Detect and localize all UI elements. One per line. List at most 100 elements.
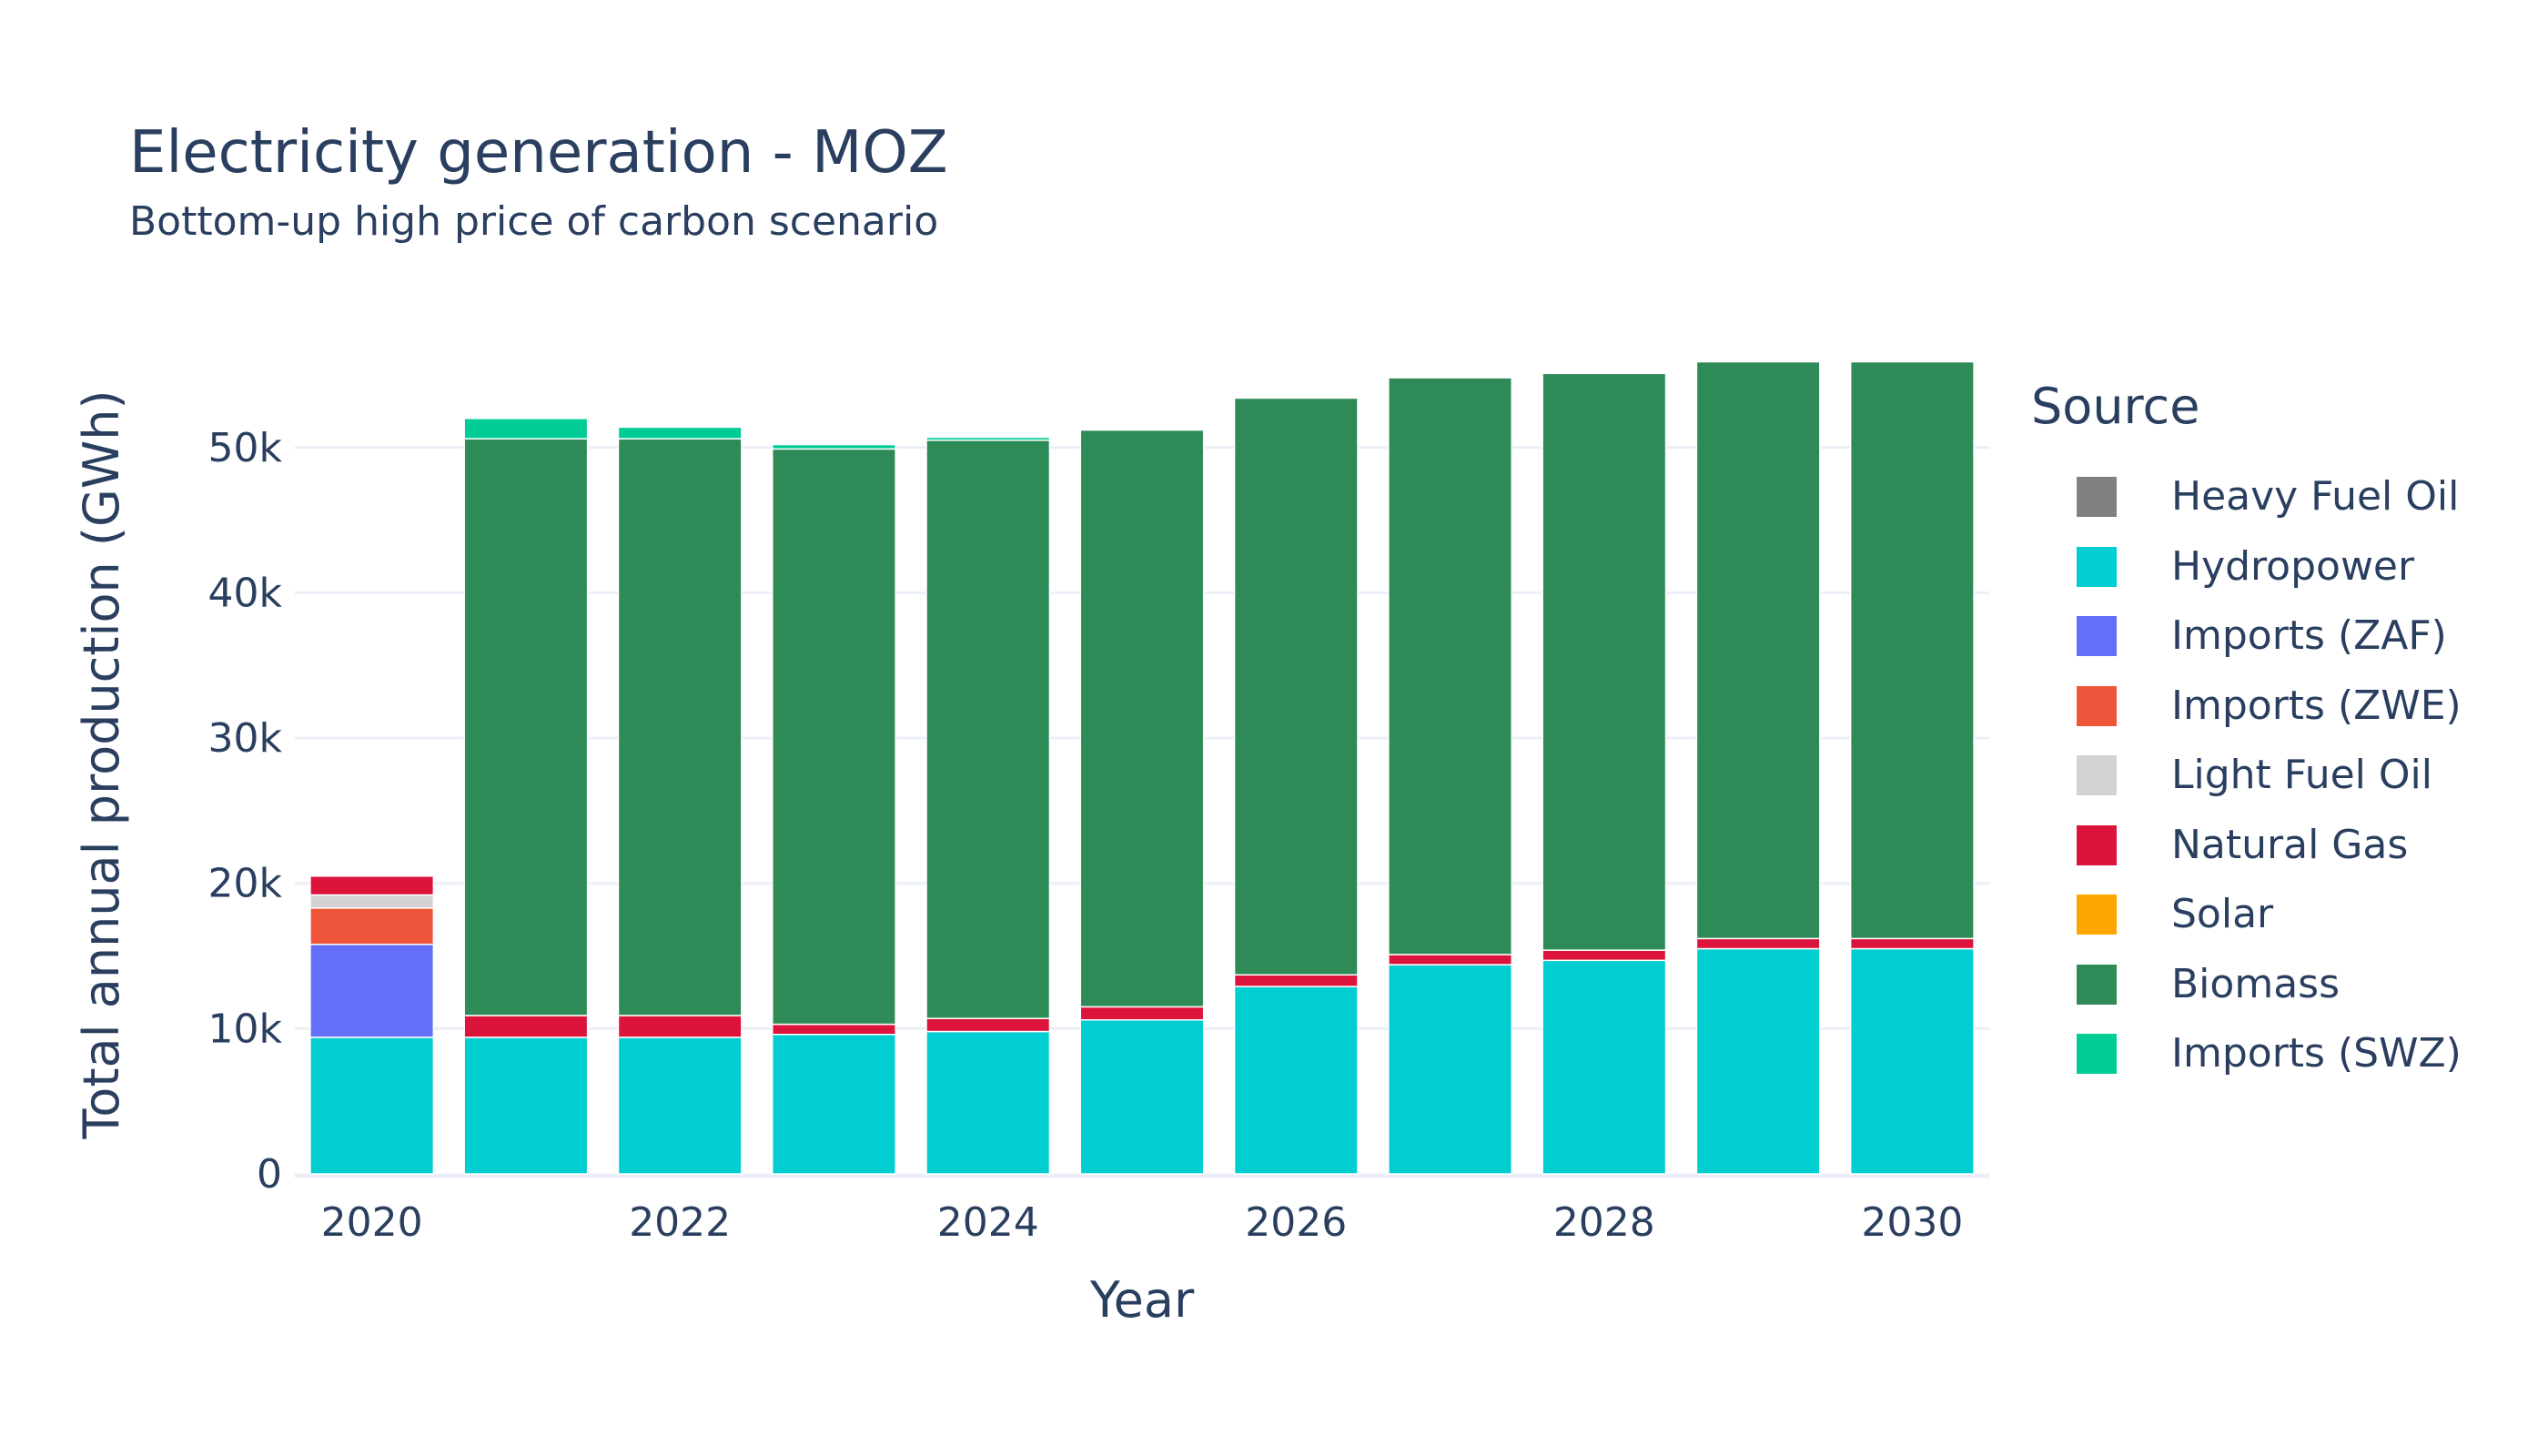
bar-stack-2023 (771, 443, 896, 1175)
legend-item-heavy-fuel-oil[interactable]: Heavy Fuel Oil (2031, 462, 2462, 532)
bar-natural-gas-2022[interactable] (617, 1015, 743, 1038)
y-axis-ticks: 0 10k 20k 30k 40k 50k (208, 425, 283, 1198)
bar-natural-gas-2023[interactable] (771, 1023, 896, 1036)
bar-hydropower-2026[interactable] (1233, 986, 1359, 1175)
bar-stack-2028 (1542, 372, 1667, 1175)
legend-swatch (2077, 964, 2117, 1005)
bar-natural-gas-2030[interactable] (1849, 937, 1975, 950)
legend-label: Imports (SWZ) (2171, 1030, 2462, 1077)
legend-title: Source (2031, 378, 2200, 435)
x-tick-label: 2022 (629, 1199, 731, 1246)
bar-stack-2025 (1079, 429, 1205, 1175)
bar-hydropower-2029[interactable] (1695, 947, 1821, 1175)
x-tick-label: 2030 (1861, 1199, 1963, 1246)
chart-subtitle: Bottom-up high price of carbon scenario (129, 198, 939, 245)
legend-label: Natural Gas (2171, 821, 2409, 868)
x-axis-ticks: 2020 2022 2024 2026 2028 2030 (321, 1199, 1964, 1246)
bar-light-fuel-oil-2020[interactable] (309, 894, 435, 909)
legend-item-light-fuel-oil[interactable]: Light Fuel Oil (2031, 741, 2462, 811)
bar-biomass-2027[interactable] (1388, 377, 1513, 956)
bar-stack-2024 (925, 436, 1051, 1175)
legend-item-biomass[interactable]: Biomass (2031, 950, 2462, 1020)
x-tick-label: 2024 (937, 1199, 1039, 1246)
legend-label: Imports (ZWE) (2171, 682, 2462, 729)
bar-natural-gas-2026[interactable] (1233, 974, 1359, 987)
bar-stack-2020 (309, 875, 435, 1175)
legend-label: Heavy Fuel Oil (2171, 473, 2460, 521)
bar-biomass-2023[interactable] (771, 448, 896, 1026)
legend-label: Imports (ZAF) (2171, 612, 2447, 660)
bar-imports-swz-2024[interactable] (925, 436, 1051, 441)
y-axis-title: Total annual production (GWh) (73, 389, 130, 1139)
legend-swatch (2077, 824, 2117, 865)
legend-swatch (2077, 895, 2117, 935)
bar-hydropower-2021[interactable] (463, 1036, 589, 1175)
x-axis-title: Year (1089, 1271, 1195, 1329)
bar-biomass-2024[interactable] (925, 440, 1051, 1019)
bar-stack-2022 (617, 426, 743, 1175)
bar-biomass-2026[interactable] (1233, 397, 1359, 976)
legend-label: Light Fuel Oil (2171, 752, 2432, 799)
legend-label: Hydropower (2171, 542, 2415, 590)
legend-item-hydropower[interactable]: Hydropower (2031, 532, 2462, 602)
legend-item-natural-gas[interactable]: Natural Gas (2031, 811, 2462, 881)
bar-natural-gas-2021[interactable] (463, 1015, 589, 1038)
x-tick-label: 2026 (1245, 1199, 1347, 1246)
legend-label: Biomass (2171, 960, 2341, 1007)
legend-swatch (2077, 546, 2117, 587)
bar-stack-2030 (1849, 360, 1975, 1175)
bar-stack-2029 (1695, 360, 1821, 1175)
bar-hydropower-2025[interactable] (1079, 1019, 1205, 1175)
legend: Source Heavy Fuel Oil Hydropower Imports (… (2031, 382, 2462, 1089)
bar-natural-gas-2029[interactable] (1695, 937, 1821, 950)
bar-hydropower-2023[interactable] (771, 1033, 896, 1175)
bar-imports-swz-2023[interactable] (771, 443, 896, 450)
y-tick-label: 0 (257, 1151, 282, 1198)
bar-natural-gas-2028[interactable] (1542, 949, 1667, 962)
bar-biomass-2028[interactable] (1542, 372, 1667, 951)
bar-natural-gas-2024[interactable] (925, 1017, 1051, 1033)
legend-swatch (2077, 477, 2117, 518)
bar-imports-swz-2021[interactable] (463, 418, 589, 440)
bar-natural-gas-2027[interactable] (1388, 954, 1513, 966)
y-tick-label: 40k (208, 570, 283, 616)
legend-label: Solar (2171, 891, 2274, 938)
chart-title: Electricity generation - MOZ (129, 119, 948, 187)
bar-natural-gas-2025[interactable] (1079, 1006, 1205, 1021)
y-tick-label: 30k (208, 715, 283, 762)
bar-imports-zaf-2020[interactable] (309, 944, 435, 1038)
x-tick-label: 2020 (321, 1199, 423, 1246)
bar-hydropower-2028[interactable] (1542, 959, 1667, 1175)
bar-biomass-2029[interactable] (1695, 360, 1821, 940)
bar-natural-gas-2020[interactable] (309, 875, 435, 896)
bar-hydropower-2022[interactable] (617, 1036, 743, 1175)
bar-hydropower-2020[interactable] (309, 1036, 435, 1175)
y-tick-label: 50k (208, 425, 283, 471)
bar-hydropower-2030[interactable] (1849, 947, 1975, 1175)
bar-stack-2027 (1388, 377, 1513, 1175)
y-tick-label: 20k (208, 861, 283, 907)
bar-biomass-2021[interactable] (463, 438, 589, 1016)
legend-swatch (2077, 755, 2117, 796)
bar-stack-2021 (463, 418, 589, 1175)
legend-swatch (2077, 1034, 2117, 1075)
bar-biomass-2025[interactable] (1079, 429, 1205, 1008)
bars (309, 360, 1975, 1175)
legend-item-imports-zaf[interactable]: Imports (ZAF) (2031, 602, 2462, 672)
bar-biomass-2022[interactable] (617, 438, 743, 1016)
legend-item-imports-zwe[interactable]: Imports (ZWE) (2031, 672, 2462, 742)
legend-item-imports-swz[interactable]: Imports (SWZ) (2031, 1019, 2462, 1089)
legend-swatch (2077, 616, 2117, 657)
x-tick-label: 2028 (1553, 1199, 1655, 1246)
legend-item-solar[interactable]: Solar (2031, 880, 2462, 950)
legend-swatch (2077, 685, 2117, 726)
y-tick-label: 10k (208, 1006, 283, 1052)
bar-hydropower-2027[interactable] (1388, 964, 1513, 1175)
bar-stack-2026 (1233, 397, 1359, 1175)
bar-hydropower-2024[interactable] (925, 1030, 1051, 1175)
legend-items: Heavy Fuel Oil Hydropower Imports (ZAF) Imp… (2031, 462, 2462, 1089)
bar-imports-swz-2022[interactable] (617, 426, 743, 440)
bar-imports-zwe-2020[interactable] (309, 907, 435, 945)
bar-biomass-2030[interactable] (1849, 360, 1975, 940)
